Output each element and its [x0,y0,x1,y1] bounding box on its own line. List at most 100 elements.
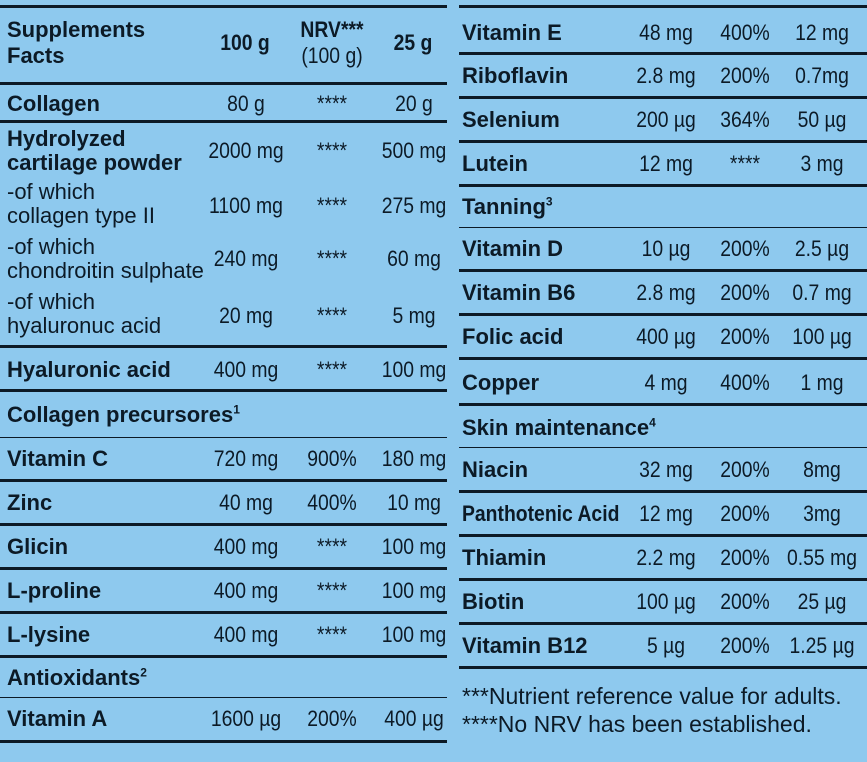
row-value-100g: 12 mg [639,501,693,526]
row-value-25g: 2.5 µg [794,236,850,261]
row-value-25g: 0.7 mg [792,280,852,305]
row-name: Vitamin E [462,20,562,45]
row-value-25g: 100 mg [381,622,447,647]
row-value-25g: 500 mg [381,138,447,163]
table-row: L-proline 400 mg **** 100 mg [0,570,447,614]
table-row: Hydrolyzed cartilage powder 2000 mg ****… [0,123,447,178]
row-value-25g: 10 mg [387,490,441,515]
row-name: Vitamin B12 [462,633,588,658]
row-name-line1: -of which [7,179,96,204]
row-name: Biotin [462,589,525,614]
row-value-25g: 100 mg [381,534,447,559]
row-value-100g: 2.8 mg [636,63,696,88]
table-row: Lutein 12 mg **** 3 mg [459,143,867,187]
row-value-100g: 400 mg [213,357,279,382]
row-value-100g: 32 mg [639,457,693,482]
section-header-antioxidants: Antioxidants2 [0,658,447,698]
row-name: Panthotenic Acid [462,501,620,526]
row-nrv: **** [316,578,348,603]
row-name-line2: chondroitin sulphate [7,258,204,283]
footnote-nrv: ***Nutrient reference value for adults. [462,683,842,709]
table-row: Hyaluronic acid 400 mg **** 100 mg [0,348,447,392]
row-nrv: **** [316,193,348,218]
row-value-100g: 80 g [227,91,265,116]
row-value-25g: 20 g [395,91,433,116]
row-value-25g: 50 µg [797,107,847,132]
table-row: Collagen 80 g **** 20 g [0,85,447,123]
row-value-25g: 100 µg [792,324,852,349]
footnotes: ***Nutrient reference value for adults. … [459,669,867,749]
table-row: -of which hyaluronuc acid 20 mg **** 5 m… [0,288,447,348]
table-row: Zinc 40 mg 400% 10 mg [0,482,447,526]
row-name-line1: -of which [7,289,96,314]
row-value-100g: 40 mg [219,490,273,515]
row-value-100g: 4 mg [644,370,688,395]
row-name: Copper [462,370,539,395]
row-nrv: 200% [720,280,770,305]
row-name: Collagen [7,91,100,116]
table-row: Selenium 200 µg 364% 50 µg [459,99,867,143]
row-name: Vitamin D [462,236,564,261]
row-nrv: 200% [720,457,770,482]
section-footnote-marker: 1 [233,402,240,417]
row-nrv: **** [316,303,348,328]
row-value-25g: 180 mg [381,446,447,471]
left-column: Supplements Facts 100 g NRV*** (100 g) 2… [0,5,447,743]
row-value-25g: 1 mg [800,370,844,395]
row-nrv: 400% [720,370,770,395]
section-header-precursors: Collagen precursores1 [0,392,447,438]
row-name: Thiamin [462,545,547,570]
row-value-25g: 3 mg [800,151,844,176]
row-value-25g: 275 mg [381,193,447,218]
row-value-100g: 48 mg [639,20,693,45]
row-value-100g: 12 mg [639,151,693,176]
row-nrv: 200% [720,501,770,526]
row-name: Zinc [7,490,53,515]
right-column: Vitamin E 48 mg 400% 12 mg Riboflavin 2.… [459,0,867,749]
section-footnote-marker: 2 [140,665,147,680]
row-nrv: 400% [720,20,770,45]
row-value-100g: 2.8 mg [636,280,696,305]
table-row: -of which collagen type II 1100 mg **** … [0,178,447,233]
row-nrv: **** [316,138,348,163]
row-name-line2: cartilage powder [7,150,182,175]
row-nrv: 200% [720,236,770,261]
table-row: Glicin 400 mg **** 100 mg [0,526,447,570]
row-nrv: 200% [720,589,770,614]
row-name-line1: Hydrolyzed [7,126,126,151]
row-nrv: **** [316,91,348,116]
row-value-100g: 1600 µg [210,706,282,731]
table-row: Thiamin 2.2 mg 200% 0.55 mg [459,537,867,581]
title-line1: Supplements [7,17,146,42]
row-name: Vitamin B6 [462,280,576,305]
section-header-tanning: Tanning3 [459,187,867,228]
row-value-25g: 25 µg [797,589,847,614]
row-name: L-proline [7,578,102,603]
table-row: Vitamin B6 2.8 mg 200% 0.7 mg [459,272,867,316]
row-name: Lutein [462,151,528,176]
row-value-25g: 0.7mg [795,63,849,88]
table-row: Niacin 32 mg 200% 8mg [459,448,867,493]
row-nrv: 400% [307,490,357,515]
row-value-25g: 12 mg [795,20,849,45]
row-value-100g: 5 µg [646,633,686,658]
row-nrv: 200% [720,63,770,88]
row-nrv: 900% [307,446,357,471]
header-row: Supplements Facts 100 g NRV*** (100 g) 2… [0,8,447,85]
section-footnote-marker: 4 [649,415,656,430]
section-label: Collagen precursores1 [7,402,240,427]
section-label: Antioxidants2 [7,665,147,690]
footnote-no-nrv: ****No NRV has been established. [462,711,812,737]
row-name-line2: hyaluronuc acid [7,313,162,338]
row-value-25g: 100 mg [381,578,447,603]
row-value-100g: 400 µg [636,324,696,349]
row-value-100g: 200 µg [636,107,696,132]
row-name-line1: -of which [7,234,96,259]
row-name: Vitamin C [7,446,109,471]
row-value-25g: 60 mg [387,246,441,271]
table-row: Vitamin B12 5 µg 200% 1.25 µg [459,625,867,669]
row-name: Folic acid [462,324,564,349]
row-nrv: **** [729,151,761,176]
table-row: L-lysine 400 mg **** 100 mg [0,614,447,658]
row-name: Glicin [7,534,69,559]
